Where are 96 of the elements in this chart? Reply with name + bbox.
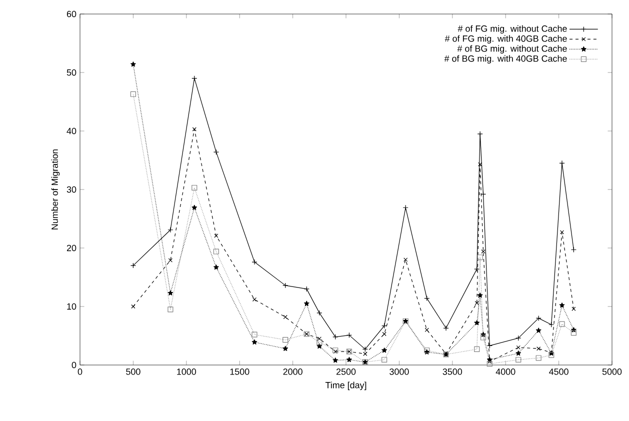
point — [477, 292, 483, 298]
x-axis-title: Time [day] — [325, 382, 366, 390]
point — [130, 91, 136, 97]
y-tick-label: 10 — [67, 303, 76, 310]
point — [346, 356, 352, 362]
point — [192, 184, 198, 191]
x-tick-label: 1000 — [177, 368, 196, 375]
point — [382, 348, 387, 353]
y-tick-label: 30 — [66, 186, 76, 193]
legend-label: # of BG mig. without Cache — [457, 45, 567, 54]
point — [474, 346, 480, 352]
point — [382, 332, 386, 336]
point — [346, 332, 352, 338]
legend-label: # of FG mig. with 40GB Cache — [444, 35, 567, 44]
point — [486, 361, 492, 367]
point — [304, 300, 310, 306]
point — [316, 343, 322, 349]
point — [382, 356, 388, 363]
point — [213, 248, 219, 254]
y-axis-title: Number of Migration — [51, 149, 60, 230]
point — [559, 302, 565, 308]
point — [252, 259, 258, 265]
legend-label: # of FG mig. without Cache — [458, 25, 567, 34]
point — [516, 335, 522, 341]
point — [477, 131, 483, 137]
point — [362, 346, 368, 352]
point — [559, 321, 565, 327]
point — [481, 249, 486, 254]
point — [486, 342, 492, 348]
point — [382, 323, 388, 329]
point — [332, 358, 338, 363]
point — [536, 315, 542, 321]
point — [559, 160, 565, 166]
point — [332, 334, 338, 340]
point — [213, 149, 219, 155]
x-tick-label: 3500 — [442, 368, 462, 375]
x-tick-label: 0 — [78, 368, 82, 375]
point — [474, 300, 479, 306]
legend-label: # of BG mig. with 40GB Cache — [444, 55, 567, 64]
x-tick-label: 500 — [126, 368, 140, 375]
point — [424, 328, 429, 332]
point — [168, 258, 173, 262]
x-tick-label: 2000 — [283, 368, 302, 375]
point — [130, 62, 136, 67]
point — [363, 352, 368, 356]
point — [168, 306, 174, 312]
point — [480, 334, 486, 340]
y-tick-label: 0 — [72, 362, 76, 368]
point — [572, 306, 576, 311]
point — [478, 162, 482, 166]
point — [168, 290, 174, 296]
point — [570, 330, 576, 336]
point — [516, 350, 522, 356]
x-tick-label: 5000 — [602, 368, 622, 375]
y-tick-label: 60 — [66, 10, 76, 18]
point — [477, 254, 483, 260]
point — [424, 296, 430, 302]
point — [480, 191, 486, 197]
point — [304, 286, 310, 292]
x-tick-label: 1500 — [230, 368, 250, 375]
point — [317, 336, 322, 341]
point — [536, 328, 542, 333]
point — [214, 234, 218, 238]
point — [404, 258, 408, 262]
point — [282, 282, 288, 288]
point — [443, 325, 449, 331]
point — [282, 337, 288, 343]
point — [252, 332, 258, 338]
point — [282, 346, 288, 351]
point — [214, 264, 219, 270]
point — [516, 356, 522, 363]
point — [192, 127, 196, 132]
point — [252, 297, 257, 302]
point — [316, 310, 322, 316]
y-tick-label: 50 — [66, 69, 76, 76]
point — [474, 320, 480, 326]
point — [192, 204, 198, 210]
point — [402, 204, 408, 210]
point — [548, 322, 554, 328]
x-tick-label: 4000 — [496, 368, 516, 375]
point — [168, 227, 174, 233]
point — [252, 339, 258, 344]
point — [283, 314, 288, 320]
point — [516, 345, 520, 350]
x-tick-label: 2500 — [336, 368, 356, 375]
point — [536, 355, 542, 361]
x-tick-label: 3000 — [390, 368, 409, 375]
y-tick-label: 40 — [66, 128, 76, 134]
point — [192, 76, 198, 82]
x-tick-label: 4500 — [549, 368, 568, 375]
point — [316, 339, 322, 345]
point — [474, 266, 480, 272]
point — [131, 304, 136, 309]
point — [536, 346, 541, 351]
y-tick-label: 20 — [66, 244, 76, 252]
point — [560, 230, 564, 234]
